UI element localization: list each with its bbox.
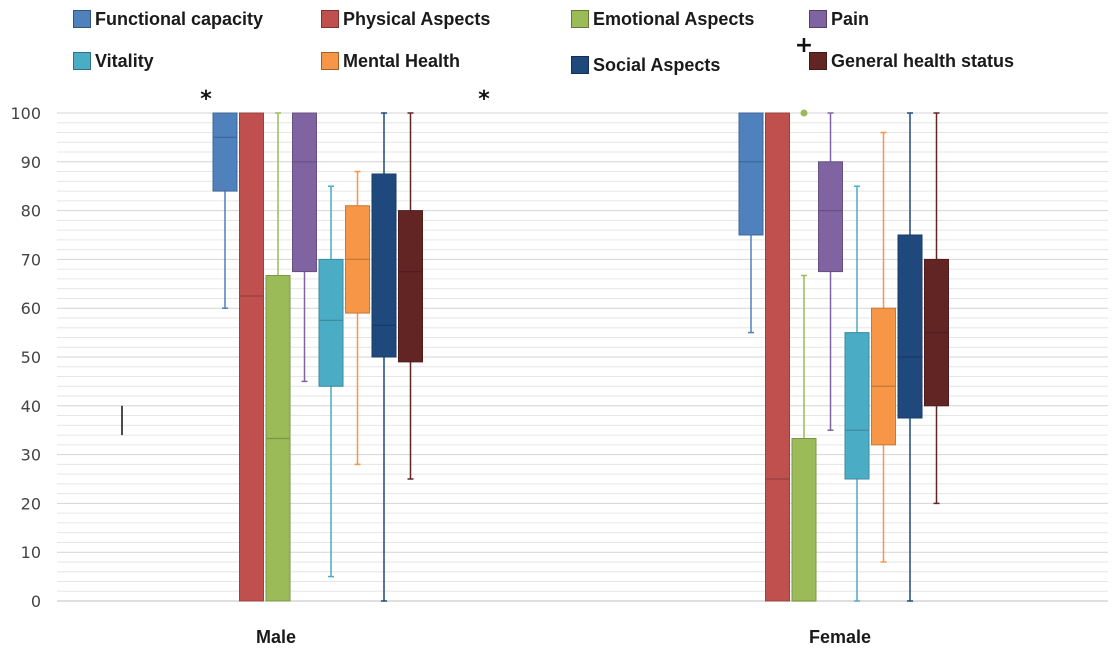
box-body xyxy=(398,210,423,363)
legend-swatch xyxy=(571,10,589,28)
annotation-mark: * xyxy=(200,87,212,112)
box-body xyxy=(212,112,238,192)
box-body xyxy=(292,112,317,273)
box-functional-capacity-male xyxy=(212,112,238,309)
box-mental-health-male xyxy=(345,170,370,466)
box-social-aspects-male xyxy=(371,112,397,602)
legend-swatch xyxy=(321,52,339,70)
legend-label: General health status xyxy=(831,50,1015,71)
box-body xyxy=(239,112,264,602)
legend-label: Social Aspects xyxy=(593,54,721,75)
legend-swatch xyxy=(73,10,91,28)
box-general-health-status-female xyxy=(924,112,949,505)
box-body xyxy=(318,258,344,387)
box-body xyxy=(844,332,870,480)
y-tick-label: 80 xyxy=(21,202,41,221)
box-vitality-male xyxy=(318,185,344,578)
legend-label: Physical Aspects xyxy=(343,8,491,29)
box-body xyxy=(818,161,843,273)
legend-swatch xyxy=(321,10,339,28)
legend-swatch xyxy=(73,52,91,70)
box-body xyxy=(765,112,790,602)
box-physical-aspects-male xyxy=(239,112,264,602)
box-emotional-aspects-female xyxy=(791,274,817,602)
y-tick-label: 30 xyxy=(21,446,41,465)
legend-swatch xyxy=(809,10,827,28)
y-tick-label: 40 xyxy=(21,397,41,416)
legend-item: Pain xyxy=(809,8,869,30)
legend-swatch xyxy=(809,52,827,70)
box-general-health-status-male xyxy=(398,112,423,480)
outlier-point xyxy=(800,109,808,117)
annotation-mark: * xyxy=(478,87,490,112)
legend-item: General health status xyxy=(809,50,1014,72)
legend-label: Emotional Aspects xyxy=(593,8,755,29)
legend-item: Mental Health xyxy=(321,50,460,72)
box-pain-male xyxy=(292,112,317,383)
y-tick-label: 20 xyxy=(21,494,41,513)
annotation-mark: + xyxy=(795,33,813,58)
box-body xyxy=(371,173,397,358)
legend-label: Pain xyxy=(831,8,870,29)
box-vitality-female xyxy=(844,185,870,602)
legend-item: Emotional Aspects xyxy=(571,8,754,30)
x-category-label: Male xyxy=(256,627,296,647)
box-emotional-aspects-male xyxy=(265,112,291,602)
y-tick-label: 50 xyxy=(21,348,41,367)
legend-item: Physical Aspects xyxy=(321,8,490,30)
y-tick-label: 0 xyxy=(31,592,41,611)
x-category-label: Female xyxy=(809,627,871,647)
y-tick-label: 60 xyxy=(21,299,41,318)
y-tick-label: 10 xyxy=(21,543,41,562)
box-body xyxy=(738,112,764,236)
legend-item: Functional capacity xyxy=(73,8,263,30)
y-tick-label: 70 xyxy=(21,250,41,269)
box-mental-health-female xyxy=(871,131,896,563)
legend-label: Mental Health xyxy=(343,50,461,71)
box-body xyxy=(897,234,923,419)
legend-item: Social Aspects xyxy=(571,54,720,76)
legend-label: Functional capacity xyxy=(95,8,264,29)
box-social-aspects-female xyxy=(897,112,923,602)
box-physical-aspects-female xyxy=(765,112,790,602)
legend-label: Vitality xyxy=(95,50,154,71)
box-body xyxy=(791,437,817,602)
legend-item: Vitality xyxy=(73,50,154,72)
legend-swatch xyxy=(571,56,589,74)
box-functional-capacity-female xyxy=(738,112,764,334)
box-pain-female xyxy=(818,112,843,431)
box-body xyxy=(871,307,896,446)
y-tick-label: 100 xyxy=(10,104,41,123)
y-tick-label: 90 xyxy=(21,153,41,172)
